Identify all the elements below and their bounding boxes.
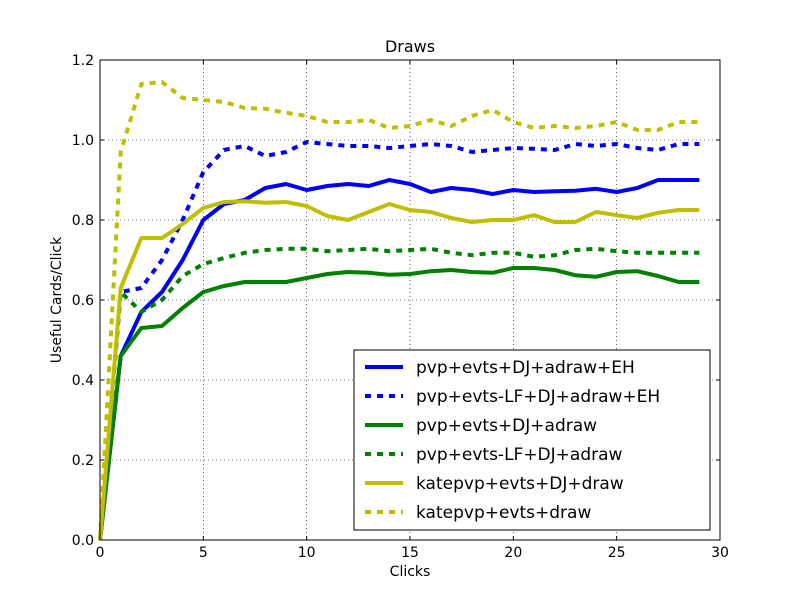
x-tick-label: 20 (504, 545, 522, 561)
series-line-6 (98, 80, 700, 541)
x-tick-label: 10 (298, 545, 316, 561)
series-layer (98, 80, 700, 541)
y-tick-label: 0.2 (72, 453, 94, 469)
legend-box (353, 349, 711, 531)
legend-label: pvp+evts-LF+DJ+adraw+EH (416, 387, 660, 407)
x-tick-label: 25 (608, 545, 626, 561)
x-tick-label: 5 (199, 545, 208, 561)
x-tick-label: 15 (401, 545, 419, 561)
y-axis-label: Useful Cards/Click (49, 236, 65, 363)
legend-label: pvp+evts+DJ+adraw (416, 416, 597, 436)
series-line-5 (98, 199, 700, 541)
x-axis-label: Clicks (390, 564, 431, 580)
x-tick-label: 0 (96, 545, 105, 561)
legend-label: katepvp+evts+DJ+draw (416, 474, 624, 494)
x-tick-label: 30 (711, 545, 729, 561)
y-tick-label: 0.8 (72, 213, 94, 229)
series-line-4 (98, 246, 700, 541)
series-line-2 (98, 140, 700, 541)
legend: pvp+evts+DJ+adraw+EH pvp+evts-LF+DJ+adraw… (353, 349, 711, 531)
y-tick-label: 0.6 (72, 293, 94, 309)
legend-label: pvp+evts-LF+DJ+adraw (416, 445, 623, 465)
y-tick-label: 0.0 (72, 533, 94, 549)
legend-label: katepvp+evts+draw (416, 503, 591, 523)
y-tick-label: 1.2 (72, 53, 94, 69)
series-line-3 (98, 266, 700, 541)
chart-title: Draws (385, 37, 435, 56)
series-line-1 (98, 178, 700, 541)
y-tick-label: 0.4 (72, 373, 94, 389)
legend-label: pvp+evts+DJ+adraw+EH (416, 358, 635, 378)
y-tick-label: 1.0 (72, 133, 94, 149)
axis-ticks: 0 5 10 15 20 25 30 0.0 0.2 0.4 0.6 0.8 1.0 1.2 (72, 53, 729, 561)
